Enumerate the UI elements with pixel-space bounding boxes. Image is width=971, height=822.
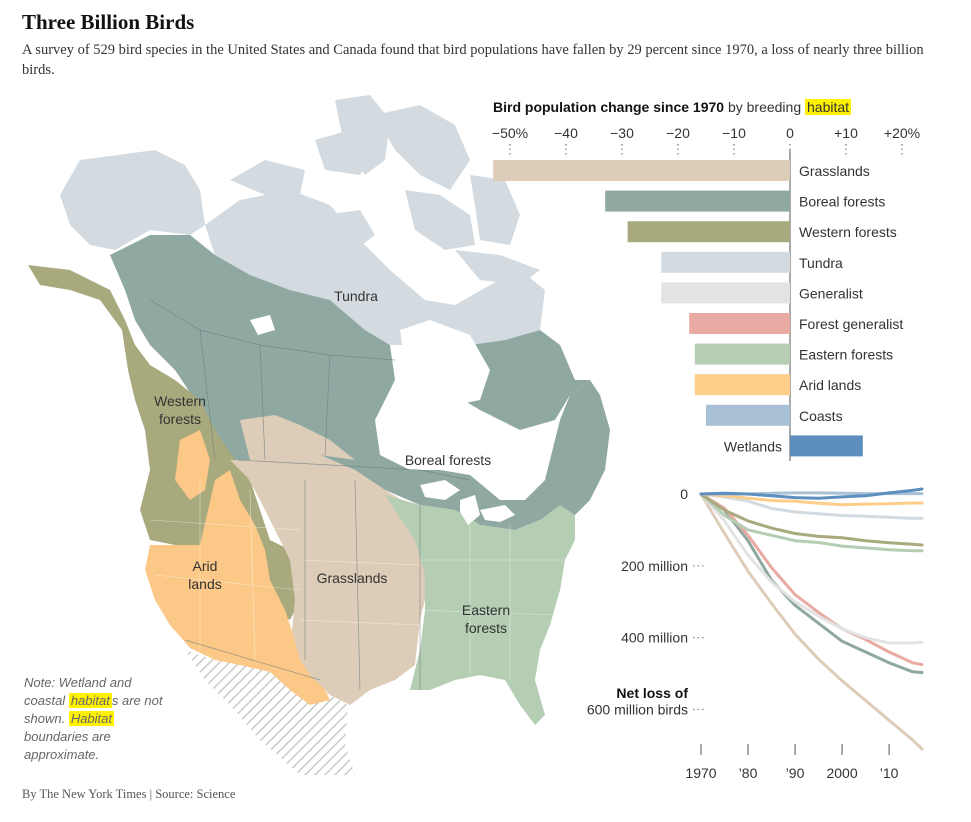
line-series-9 [699,487,924,500]
bar-tick-label: −20 [666,125,690,141]
line-series-4 [699,492,924,553]
line-chart-annotation: Net loss of [616,685,688,701]
bar-category-label: Generalist [799,285,863,301]
line-series-7 [699,492,924,507]
bar-chart-title: Bird population change since 1970 by bre… [493,99,852,115]
bar-arid-lands [694,374,790,396]
bar-eastern-forests [694,343,790,365]
map-label-tundra: Tundra [334,288,378,304]
line-series-3 [699,492,924,645]
map-label-arid-1: Arid [193,558,218,574]
bar-western-forests [627,221,790,243]
bar-category-label: Wetlands [724,438,782,454]
line-x-tick-label: 1970 [685,765,716,781]
map-water [250,315,530,525]
bar-grasslands [493,160,790,181]
line-x-tick-label: ’80 [739,765,758,781]
map-region-tundra [60,95,545,345]
bar-generalist [661,282,790,304]
line-series-1 [699,492,924,674]
map-label-boreal: Boreal forests [405,452,491,468]
line-x-tick-label: ’90 [786,765,805,781]
map-region-boreal [110,235,610,530]
map-label-grasslands: Grasslands [317,570,388,586]
line-series-6 [699,492,924,520]
map-label-western-1: Western [154,393,206,409]
bar-category-label: Forest generalist [799,316,903,332]
map-region-mexico [185,650,355,775]
bar-tick-label: −50% [492,125,528,141]
page-subtitle: A survey of 529 bird species in the Unit… [22,42,924,78]
bar-category-label: Tundra [799,255,843,271]
map-region-grasslands-north [240,415,355,460]
map-label-western-2: forests [159,411,201,427]
line-y-tick-label: 0 [680,486,688,502]
map-label-eastern-1: Eastern [462,602,510,618]
bar-category-label: Boreal forests [799,194,885,210]
bar-category-label: Grasslands [799,163,870,179]
footer-credit: By The New York Times | Source: Science [22,787,236,801]
bar-category-label: Western forests [799,224,897,240]
bar-wetlands [790,435,863,457]
map-region-eastern [385,495,575,725]
map-region-arid-north [175,430,210,500]
bar-category-label: Eastern forests [799,347,893,363]
line-series-0 [699,492,924,751]
bar-tick-label: −10 [722,125,746,141]
map-state-borders [149,480,575,680]
line-y-tick-label: 600 million birds [587,701,688,717]
bar-category-label: Arid lands [799,377,861,393]
line-series-5 [699,492,924,547]
bar-coasts [706,404,790,426]
bar-category-label: Coasts [799,408,843,424]
map-label-eastern-2: forests [465,620,507,636]
line-y-tick-label: 200 million [621,558,688,574]
line-x-tick-label: ’10 [880,765,899,781]
bar-tick-label: +20% [884,125,920,141]
line-x-tick-label: 2000 [826,765,857,781]
bar-boreal-forests [605,190,790,212]
map-region-grasslands [230,455,430,705]
bar-tick-label: +10 [834,125,858,141]
page-title: Three Billion Birds [22,10,195,34]
bar-tick-label: 0 [786,125,794,141]
line-series-2 [699,492,924,667]
line-y-tick-label: 400 million [621,630,688,646]
bar-forest-generalist [689,313,790,334]
bar-tundra [661,251,790,273]
bar-tick-label: −40 [554,125,578,141]
map-region-arid [145,470,330,705]
map-label-arid-2: lands [188,576,221,592]
map-note: Note: Wetland and coastal habitat s are n… [24,675,163,762]
map-region-boreal-east [450,330,590,430]
map-borders [149,299,471,691]
bar-tick-label: −30 [610,125,634,141]
